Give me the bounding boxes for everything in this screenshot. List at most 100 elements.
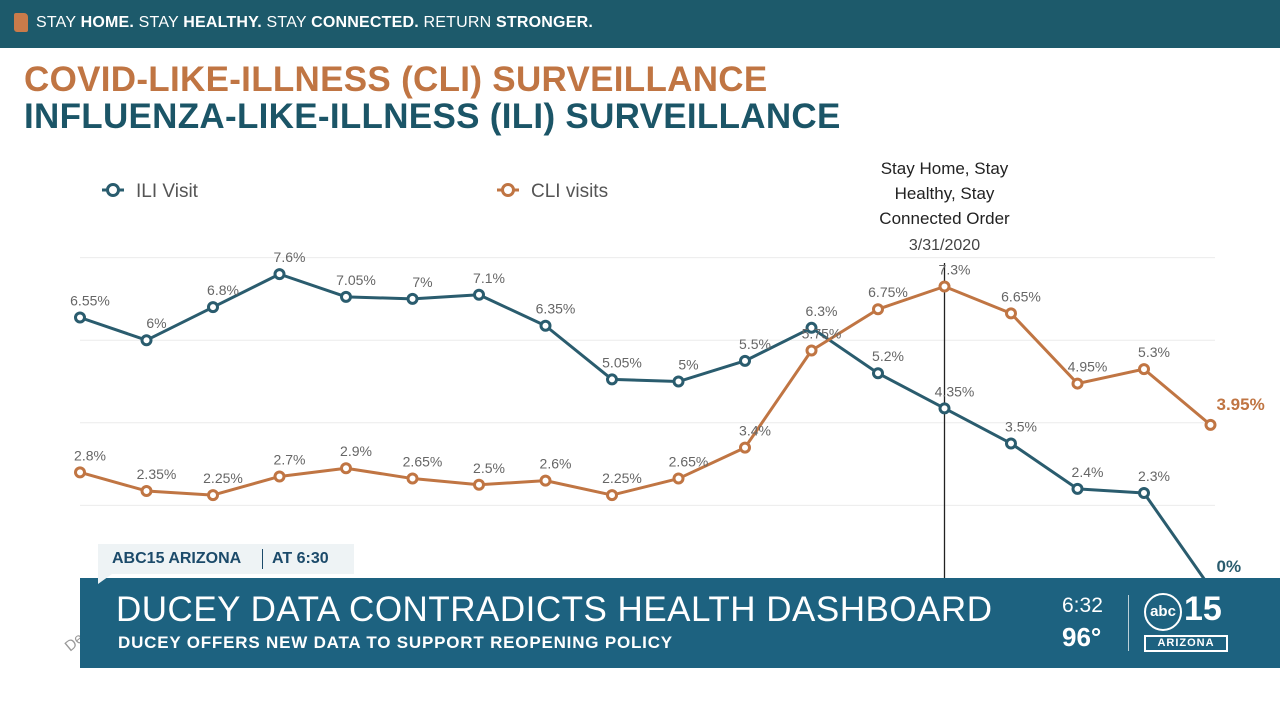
banner-part: RETURN [418,14,497,31]
data-point [739,441,751,454]
data-label: 2.25% [203,470,243,486]
lower-third-bar [80,578,1280,668]
data-point [74,311,86,324]
data-label: 2.5% [473,460,505,476]
data-label: 7.3% [939,262,971,278]
data-label: 2.35% [137,466,177,482]
abc-logo-circle: abc [1144,593,1182,631]
data-point [140,334,153,347]
data-label: 6.35% [536,301,576,317]
data-label: 3.95% [1217,395,1265,414]
logo-channel-number: 15 [1184,590,1222,628]
data-point [473,288,485,301]
data-point [406,292,419,305]
data-label: 5.05% [602,354,642,370]
data-point [207,489,219,502]
data-point [1071,482,1084,495]
data-point [938,402,951,415]
data-point [1005,307,1017,320]
data-point [340,290,352,303]
label-divider [262,549,263,569]
data-point [473,478,485,491]
data-label: 6.75% [868,284,908,300]
top-banner: STAY HOME. STAY HEALTHY. STAY CONNECTED.… [0,0,1280,48]
time-slot-label: AT 6:30 [272,550,329,567]
data-point [340,462,352,475]
data-label: 2.65% [669,454,709,470]
data-point [406,472,419,485]
data-point [273,470,286,483]
data-label: 7.05% [336,272,376,288]
legend-swatch-marker [106,183,120,197]
data-label: 2.7% [274,451,306,467]
data-point [1204,418,1217,431]
data-point [606,489,618,502]
data-point [539,319,552,332]
data-label: 4.95% [1068,359,1108,375]
network-label-box [98,544,354,574]
data-label: 2.25% [602,470,642,486]
data-point [672,472,685,485]
banner-part: HEALTHY. [183,14,262,31]
banner-part: HOME. [80,14,135,31]
data-point [539,474,552,487]
logo-divider [1128,595,1129,651]
data-label: 2.9% [340,443,372,459]
annotation-text: Healthy, Stay [895,184,995,203]
banner-part: STAY [36,14,81,31]
annotation-text: Stay Home, Stay [881,159,1009,178]
data-point [606,373,618,386]
series-line [79,272,1212,589]
data-point [672,375,685,388]
legend-swatch-marker [501,183,515,197]
arizona-state-icon [14,13,28,32]
data-point [1071,377,1084,390]
banner-part: CONNECTED. [311,14,419,31]
data-label: 7.6% [274,249,306,265]
banner-part: STAY [134,14,184,31]
data-label: 3.4% [739,423,771,439]
annotation-date: 3/31/2020 [909,237,980,254]
slide-title-cli: COVID-LIKE-ILLNESS (CLI) SURVEILLANCE [24,60,768,99]
clock: 6:32 [1062,594,1103,617]
data-label: 6.8% [207,282,239,298]
data-label: 2.6% [540,456,572,472]
network-label-pointer [98,574,112,584]
data-point [805,321,818,334]
data-point [1005,437,1017,450]
banner-part: STRONGER. [496,14,593,31]
data-label: 5% [678,357,698,373]
data-label: 6% [146,315,166,331]
data-point [739,354,751,367]
logo-region: ARIZONA [1144,635,1228,652]
slide-title-ili: INFLUENZA-LIKE-ILLNESS (ILI) SURVEILLANC… [24,97,841,136]
data-label: 5.5% [739,336,771,352]
data-point [1138,363,1150,376]
legend-label: ILI Visit [136,181,199,202]
data-label: 6.65% [1001,288,1041,304]
temperature: 96° [1062,622,1102,652]
data-label: 4.35% [935,383,975,399]
data-point [273,268,286,281]
legend-label: CLI visits [531,181,608,202]
data-label: 6.55% [70,292,110,308]
network-label: ABC15 ARIZONA [112,550,242,567]
data-label: 2.3% [1138,468,1170,484]
data-label: 6.3% [806,303,838,319]
data-point [872,367,884,380]
data-label: 2.8% [74,447,106,463]
data-point [207,301,219,314]
series-line [79,285,1212,497]
banner-slogan: STAY HOME. STAY HEALTHY. STAY CONNECTED.… [36,14,593,32]
subheadline: DUCEY OFFERS NEW DATA TO SUPPORT REOPENI… [118,633,673,652]
abc15-logo: abc 15 ARIZONA [1144,590,1228,653]
headline: DUCEY DATA CONTRADICTS HEALTH DASHBOARD [116,590,993,629]
data-label: 2.65% [403,454,443,470]
data-label: 5.3% [1138,344,1170,360]
data-point [872,303,884,316]
annotation-text: Connected Order [879,209,1010,228]
data-point [805,344,818,357]
banner-part: STAY [261,14,312,31]
data-label: 0% [1217,557,1242,576]
